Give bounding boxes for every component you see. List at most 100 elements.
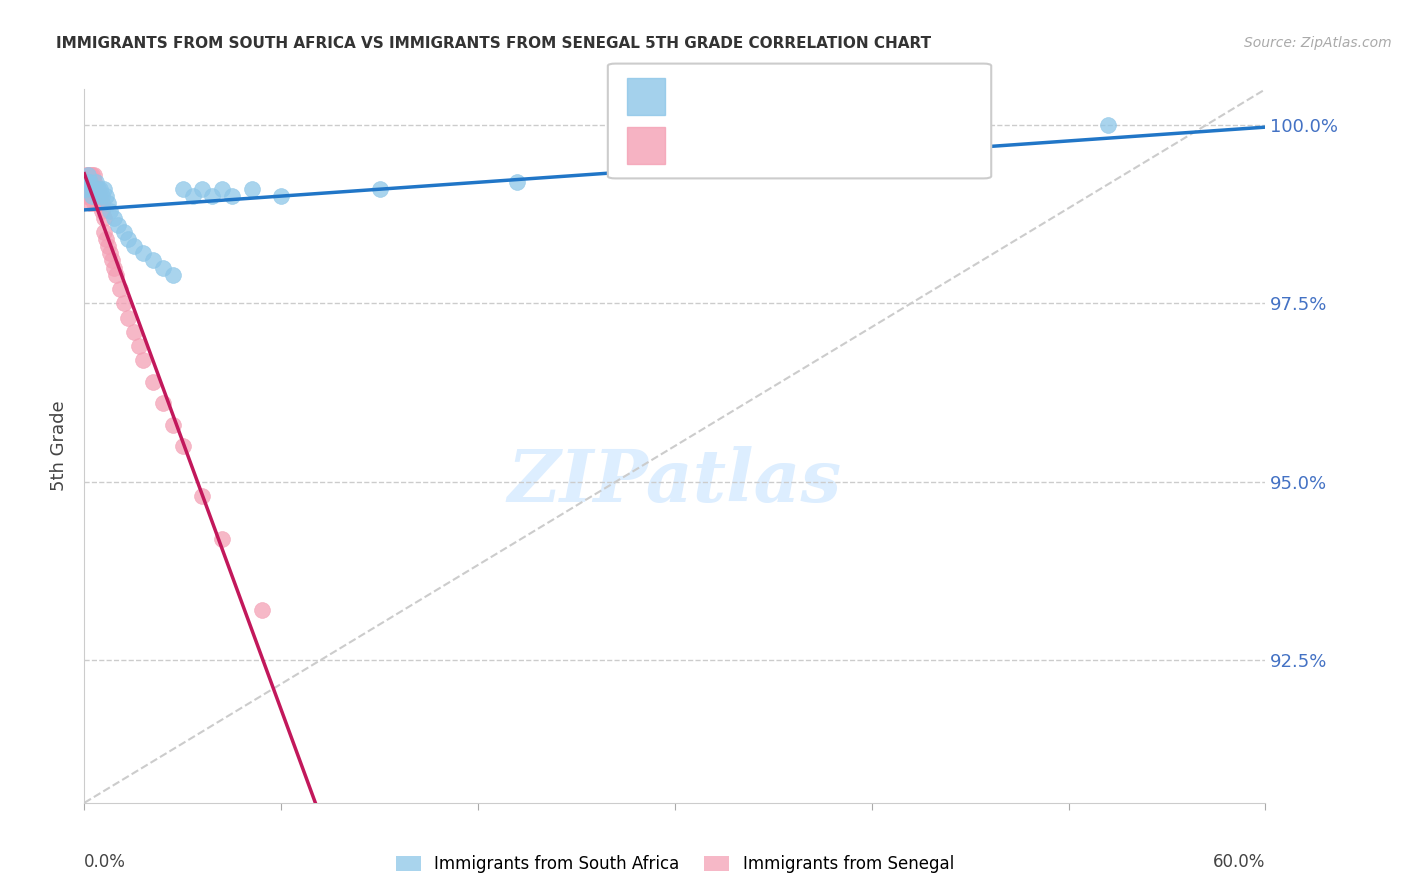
Point <box>132 246 155 260</box>
Point <box>152 260 174 275</box>
Point <box>128 339 150 353</box>
Point <box>101 253 124 268</box>
Point <box>122 239 145 253</box>
Point <box>162 268 184 282</box>
Point <box>84 175 107 189</box>
Point <box>91 203 114 218</box>
Point <box>77 175 100 189</box>
Point <box>211 532 233 546</box>
Point <box>77 168 100 182</box>
Point <box>142 375 165 389</box>
Point <box>250 603 273 617</box>
Point <box>97 196 120 211</box>
Point <box>83 189 105 203</box>
Point <box>79 196 101 211</box>
Point <box>83 175 105 189</box>
Point <box>1097 118 1119 132</box>
Text: ZIPatlas: ZIPatlas <box>508 446 842 517</box>
Point <box>91 189 114 203</box>
Point <box>117 232 139 246</box>
Point <box>181 189 204 203</box>
Point <box>79 189 101 203</box>
Text: R =  0.167: R = 0.167 <box>681 137 785 155</box>
Point <box>84 196 107 211</box>
Point <box>221 189 243 203</box>
Point <box>75 175 97 189</box>
Point <box>172 439 194 453</box>
Point <box>83 168 105 182</box>
Text: IMMIGRANTS FROM SOUTH AFRICA VS IMMIGRANTS FROM SENEGAL 5TH GRADE CORRELATION CH: IMMIGRANTS FROM SOUTH AFRICA VS IMMIGRAN… <box>56 36 931 51</box>
Point <box>108 282 131 296</box>
Point <box>506 175 529 189</box>
Point <box>172 182 194 196</box>
Point <box>142 253 165 268</box>
Point <box>93 182 115 196</box>
Bar <box>627 128 665 164</box>
Point <box>89 196 111 211</box>
Point <box>84 182 107 196</box>
Point <box>82 189 104 203</box>
Point <box>162 417 184 432</box>
Point <box>83 182 105 196</box>
Bar <box>627 78 665 114</box>
Point <box>79 175 101 189</box>
Point <box>94 189 117 203</box>
Point <box>75 168 97 182</box>
Point <box>117 310 139 325</box>
Point <box>83 182 105 196</box>
Point <box>75 182 97 196</box>
Point <box>87 182 110 196</box>
Text: 0.0%: 0.0% <box>84 853 127 871</box>
Point <box>77 168 100 182</box>
Text: N = 36: N = 36 <box>858 88 927 106</box>
Point <box>93 225 115 239</box>
Point <box>79 175 101 189</box>
Point <box>122 325 145 339</box>
Point <box>87 196 110 211</box>
Point <box>201 189 224 203</box>
Point <box>104 268 127 282</box>
Point <box>79 168 101 182</box>
Point <box>97 239 120 253</box>
Point <box>82 168 104 182</box>
Point <box>87 189 110 203</box>
Point <box>77 175 100 189</box>
Point <box>240 182 263 196</box>
Point <box>82 182 104 196</box>
Point <box>107 218 129 232</box>
Point <box>75 182 97 196</box>
Point <box>82 189 104 203</box>
FancyBboxPatch shape <box>607 63 991 178</box>
Point <box>211 182 233 196</box>
Point <box>132 353 155 368</box>
Point <box>112 296 135 310</box>
Point <box>98 203 121 218</box>
Point <box>91 196 114 211</box>
Text: N = 52: N = 52 <box>858 137 927 155</box>
Point <box>82 182 104 196</box>
Point <box>84 189 107 203</box>
Legend: Immigrants from South Africa, Immigrants from Senegal: Immigrants from South Africa, Immigrants… <box>389 849 960 880</box>
Point <box>83 196 105 211</box>
Point <box>103 260 125 275</box>
Point <box>191 489 214 503</box>
Point <box>77 189 100 203</box>
Point <box>112 225 135 239</box>
Point <box>75 189 97 203</box>
Point <box>77 182 100 196</box>
Point <box>87 182 110 196</box>
Point <box>79 182 101 196</box>
Point <box>152 396 174 410</box>
Text: 60.0%: 60.0% <box>1213 853 1265 871</box>
Text: Source: ZipAtlas.com: Source: ZipAtlas.com <box>1244 36 1392 50</box>
Point <box>368 182 391 196</box>
Point <box>270 189 292 203</box>
Y-axis label: 5th Grade: 5th Grade <box>51 401 69 491</box>
Point <box>94 232 117 246</box>
Point <box>89 182 111 196</box>
Point <box>103 211 125 225</box>
Point <box>191 182 214 196</box>
Point <box>98 246 121 260</box>
Point <box>89 189 111 203</box>
Text: R =  0.356: R = 0.356 <box>681 88 785 106</box>
